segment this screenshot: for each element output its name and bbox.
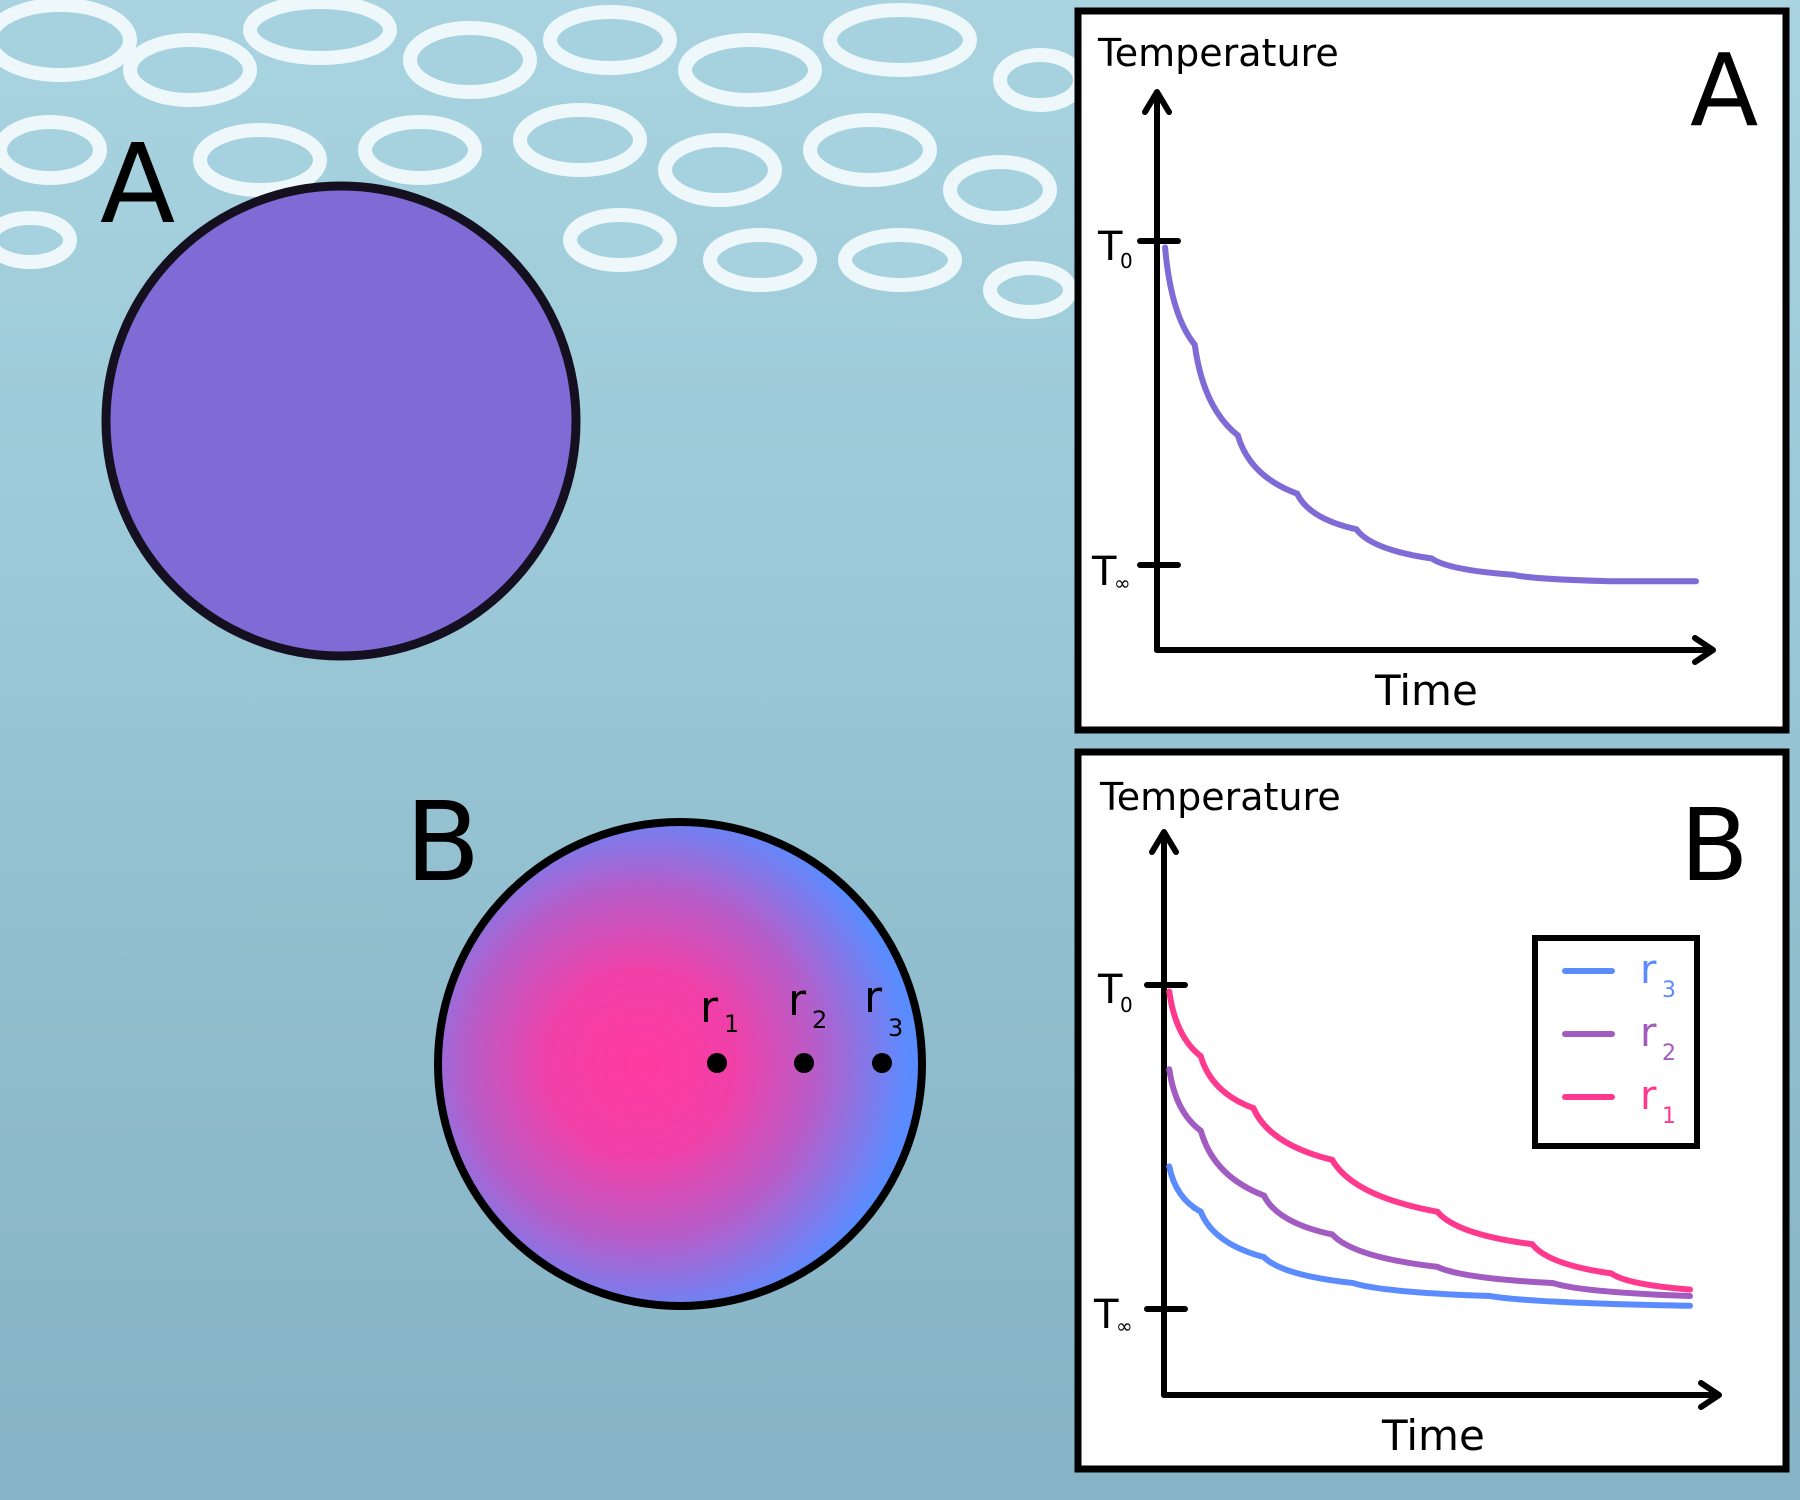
panel-a-xlabel: Time: [1374, 666, 1478, 715]
panel-a-tick-t0: T: [1097, 224, 1123, 270]
label-a: A: [100, 120, 175, 248]
panel-b-axes: [1144, 829, 1722, 1410]
point-r1-label: r: [700, 982, 719, 1033]
panel-b-tick-t0-sub: 0: [1120, 993, 1133, 1017]
panel-a-x-axis: [1154, 635, 1716, 665]
panel-a-axes: [1137, 89, 1716, 665]
point-r3-label: r: [864, 972, 883, 1023]
point-r1: r 1: [700, 982, 739, 1073]
panel-a-tick-t0-sub: 0: [1120, 249, 1133, 273]
panel-b-ticks: [1144, 982, 1188, 1312]
panel-b-legend: r 3r 2r 1: [1532, 935, 1700, 1149]
sphere-b: [434, 818, 926, 1310]
panel-b-line-r3: [1166, 1163, 1693, 1309]
panel-b-x-axis: [1161, 1380, 1722, 1410]
legend-label-r2: r: [1640, 1010, 1657, 1056]
panel-b-xlabel: Time: [1381, 1411, 1485, 1460]
point-r1-subscript: 1: [724, 1010, 739, 1038]
panel-b-letter: B: [1680, 787, 1749, 904]
panel-b-line-r1: [1166, 988, 1693, 1293]
chart-panel-b: Temperature B Time T 0 T ∞ r 3r 2r 1: [1074, 748, 1790, 1473]
legend-frame: [1532, 935, 1700, 1149]
panel-a-letter: A: [1690, 32, 1758, 149]
panel-b-tick-t0: T: [1097, 967, 1123, 1013]
label-b: B: [405, 778, 480, 906]
panel-a-tick-tinf: T: [1091, 549, 1117, 595]
panel-b-tick-tinf-sub: ∞: [1116, 1314, 1133, 1338]
point-r2-dot: [794, 1053, 814, 1073]
legend-label-r1: r: [1640, 1073, 1657, 1119]
legend-label-r3: r: [1640, 947, 1657, 993]
panel-b-tick-tinf: T: [1093, 1292, 1119, 1338]
legend-subscript-r3: 3: [1662, 978, 1676, 1003]
panel-a-ticks: [1137, 238, 1181, 568]
point-r1-dot: [707, 1053, 727, 1073]
panel-a-y-axis: [1142, 89, 1172, 653]
panel-a-line-sphere: [1162, 244, 1699, 585]
legend-subscript-r1: 1: [1662, 1104, 1676, 1129]
point-r3-dot: [872, 1053, 892, 1073]
panel-a-frame: [1074, 7, 1790, 734]
panel-a-ylabel: Temperature: [1097, 31, 1339, 75]
panel-a-tick-tinf-sub: ∞: [1114, 571, 1131, 595]
chart-panel-a: Temperature A Time T 0 T ∞: [1074, 7, 1790, 734]
sphere-a: [101, 181, 581, 661]
panel-b-ylabel: Temperature: [1099, 775, 1341, 819]
point-r2-label: r: [788, 975, 807, 1026]
panel-b-y-axis: [1149, 829, 1179, 1398]
point-r3: r 3: [864, 972, 903, 1073]
legend-subscript-r2: 2: [1662, 1041, 1676, 1066]
point-r2-subscript: 2: [812, 1006, 827, 1034]
point-r2: r 2: [788, 975, 827, 1073]
panel-b-line-r2: [1166, 1066, 1693, 1300]
point-r3-subscript: 3: [888, 1014, 903, 1042]
